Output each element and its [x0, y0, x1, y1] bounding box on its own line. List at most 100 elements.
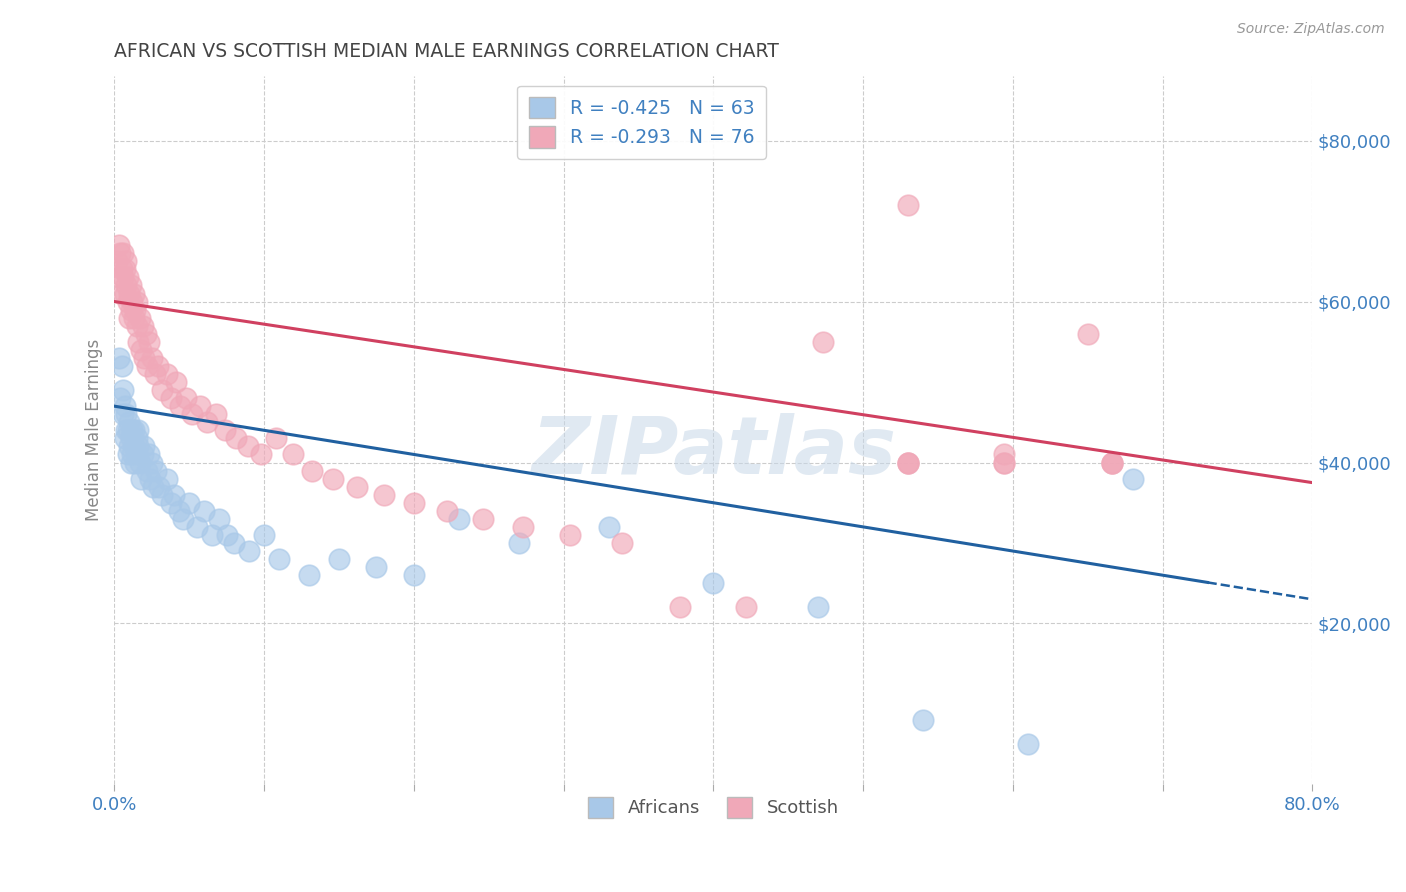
- Point: [118, 439, 141, 453]
- Point: [114, 399, 136, 413]
- Point: [508, 536, 530, 550]
- Point: [208, 512, 231, 526]
- Point: [186, 520, 208, 534]
- Point: [131, 472, 153, 486]
- Point: [215, 528, 238, 542]
- Point: [120, 456, 142, 470]
- Point: [181, 407, 204, 421]
- Point: [238, 544, 260, 558]
- Point: [188, 399, 211, 413]
- Point: [117, 270, 139, 285]
- Point: [702, 576, 724, 591]
- Point: [111, 359, 134, 373]
- Point: [134, 351, 156, 365]
- Point: [156, 472, 179, 486]
- Point: [121, 423, 143, 437]
- Point: [150, 383, 173, 397]
- Point: [115, 254, 138, 268]
- Point: [1101, 456, 1123, 470]
- Point: [115, 278, 138, 293]
- Point: [214, 423, 236, 437]
- Point: [1122, 472, 1144, 486]
- Point: [298, 568, 321, 582]
- Point: [118, 415, 141, 429]
- Legend: Africans, Scottish: Africans, Scottish: [581, 789, 846, 825]
- Point: [269, 552, 291, 566]
- Point: [110, 391, 132, 405]
- Point: [122, 286, 145, 301]
- Point: [145, 464, 167, 478]
- Point: [114, 431, 136, 445]
- Point: [132, 447, 155, 461]
- Point: [205, 407, 228, 421]
- Point: [120, 431, 142, 445]
- Point: [107, 254, 129, 268]
- Point: [125, 447, 148, 461]
- Y-axis label: Median Male Earnings: Median Male Earnings: [86, 339, 103, 522]
- Point: [131, 343, 153, 357]
- Point: [120, 278, 142, 293]
- Point: [112, 407, 135, 421]
- Point: [128, 310, 150, 325]
- Point: [114, 286, 136, 301]
- Point: [117, 447, 139, 461]
- Point: [264, 431, 287, 445]
- Point: [117, 423, 139, 437]
- Point: [139, 472, 162, 486]
- Point: [993, 456, 1015, 470]
- Point: [201, 528, 224, 542]
- Point: [108, 351, 131, 365]
- Point: [125, 318, 148, 333]
- Point: [111, 286, 134, 301]
- Point: [366, 560, 388, 574]
- Point: [150, 488, 173, 502]
- Point: [1077, 326, 1099, 341]
- Point: [138, 447, 160, 461]
- Point: [115, 407, 138, 421]
- Point: [193, 504, 215, 518]
- Point: [281, 447, 304, 461]
- Point: [811, 334, 834, 349]
- Point: [112, 270, 135, 285]
- Point: [669, 600, 692, 615]
- Point: [114, 262, 136, 277]
- Point: [121, 294, 143, 309]
- Point: [127, 439, 149, 453]
- Point: [598, 520, 620, 534]
- Point: [118, 310, 141, 325]
- Point: [322, 472, 344, 486]
- Point: [128, 456, 150, 470]
- Point: [111, 262, 134, 277]
- Point: [110, 246, 132, 260]
- Point: [1017, 737, 1039, 751]
- Point: [250, 447, 273, 461]
- Point: [346, 480, 368, 494]
- Point: [146, 359, 169, 373]
- Point: [328, 552, 350, 566]
- Point: [135, 326, 157, 341]
- Point: [156, 367, 179, 381]
- Point: [165, 375, 187, 389]
- Text: AFRICAN VS SCOTTISH MEDIAN MALE EARNINGS CORRELATION CHART: AFRICAN VS SCOTTISH MEDIAN MALE EARNINGS…: [114, 42, 779, 61]
- Point: [118, 286, 141, 301]
- Point: [110, 270, 132, 285]
- Point: [127, 334, 149, 349]
- Point: [122, 310, 145, 325]
- Point: [471, 512, 494, 526]
- Point: [112, 246, 135, 260]
- Point: [447, 512, 470, 526]
- Point: [253, 528, 276, 542]
- Point: [141, 456, 163, 470]
- Point: [402, 496, 425, 510]
- Text: ZIPatlas: ZIPatlas: [531, 413, 896, 491]
- Point: [897, 456, 920, 470]
- Point: [127, 423, 149, 437]
- Point: [224, 536, 246, 550]
- Point: [912, 713, 935, 727]
- Point: [125, 431, 148, 445]
- Point: [160, 496, 183, 510]
- Point: [142, 480, 165, 494]
- Point: [897, 198, 920, 212]
- Point: [121, 447, 143, 461]
- Point: [134, 439, 156, 453]
